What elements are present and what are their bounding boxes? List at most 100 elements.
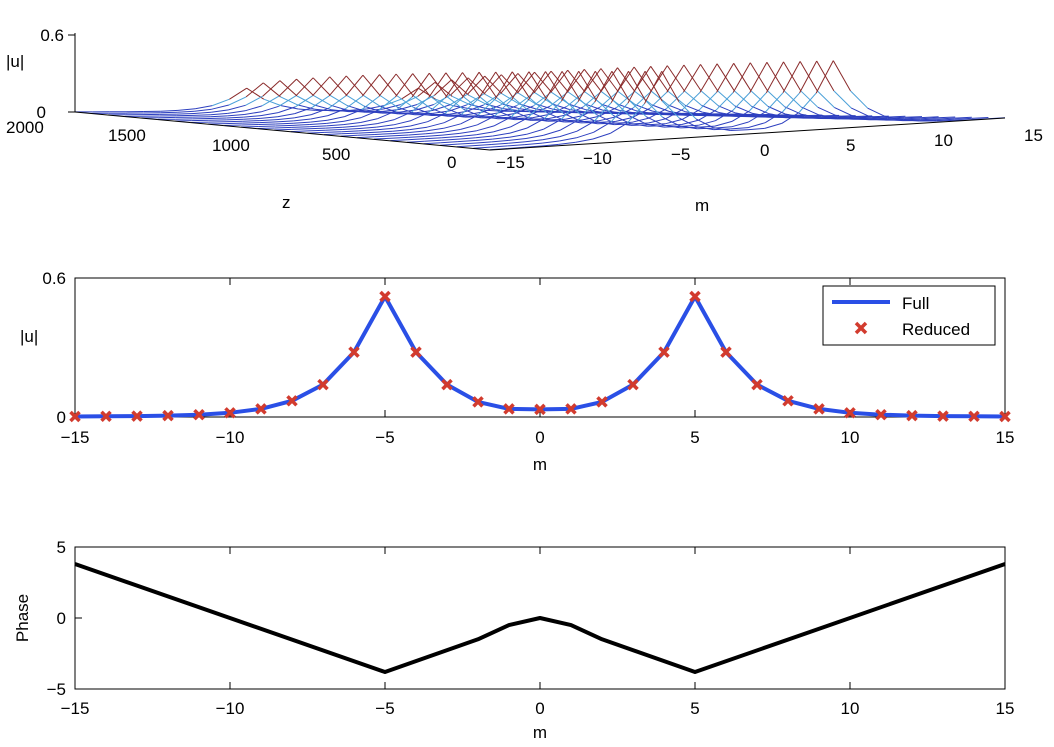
waterfall-segment <box>801 106 819 116</box>
waterfall-segment <box>279 80 298 97</box>
waterfall-segment <box>309 122 327 125</box>
waterfall-segment <box>517 73 536 94</box>
reduced-marker <box>410 346 422 358</box>
waterfall-segment <box>330 104 349 111</box>
reduced-marker <box>658 346 670 358</box>
waterfall-segment <box>409 130 427 133</box>
waterfall-segment <box>543 100 562 120</box>
waterfall-segment <box>732 62 751 93</box>
waterfall-segment <box>645 116 664 126</box>
waterfall-segment <box>619 109 637 114</box>
waterfall-segment <box>276 120 294 123</box>
waterfall-segment <box>460 114 479 125</box>
waterfall-segment <box>662 116 681 127</box>
waterfall-segment <box>569 109 587 113</box>
reduced-marker <box>689 290 701 303</box>
waterfall-segment <box>734 105 753 114</box>
waterfall-segment <box>344 109 362 118</box>
waterfall-segment <box>582 106 601 117</box>
waterfall-segment <box>475 138 493 141</box>
waterfall-segment <box>560 120 578 131</box>
waterfall-segment <box>513 117 532 121</box>
waterfall-segment <box>851 115 869 120</box>
waterfall-segment <box>559 137 577 142</box>
waterfall-segment <box>682 64 701 93</box>
x-tick-label: −10 <box>216 428 245 447</box>
waterfall-segment <box>177 110 195 113</box>
waterfall-segment <box>615 117 633 122</box>
waterfall-segment <box>664 118 683 125</box>
waterfall-segment <box>533 70 552 94</box>
x-tick-label: 5 <box>690 428 699 447</box>
waterfall-segment <box>665 108 684 120</box>
waterfall-segment <box>661 100 680 119</box>
waterfall-segment <box>616 66 635 93</box>
waterfall-segment <box>457 142 475 145</box>
waterfall-segment <box>802 116 820 119</box>
waterfall-segment <box>764 111 783 124</box>
waterfall-segment <box>424 139 442 142</box>
z-tick-label-low: 0 <box>37 103 46 122</box>
waterfall-segment <box>312 77 331 96</box>
waterfall-segment <box>416 104 434 111</box>
waterfall-segment <box>408 135 426 138</box>
reduced-marker <box>162 409 174 422</box>
m3d-tick-neg10: −10 <box>583 149 612 168</box>
waterfall-segment <box>243 115 262 118</box>
waterfall-segment <box>632 108 650 118</box>
waterfall-segment <box>406 140 425 143</box>
waterfall-segment <box>526 118 545 129</box>
waterfall-segment <box>716 63 735 93</box>
waterfall-segment <box>576 120 595 132</box>
waterfall-segment <box>854 116 872 118</box>
waterfall-segment <box>400 87 419 100</box>
waterfall-segment <box>374 135 392 138</box>
waterfall-segment <box>341 132 359 135</box>
magnitude-chart: −15 −10 −5 0 5 10 15 0.6 0 |u| m Full Reduced <box>20 269 1014 474</box>
waterfall-segment <box>245 82 264 98</box>
waterfall-segment <box>375 130 393 133</box>
waterfall-segment <box>681 119 699 125</box>
waterfall-segment <box>462 96 481 111</box>
waterfall-segment <box>440 143 458 146</box>
waterfall-segment <box>425 134 443 137</box>
waterfall-segment <box>441 138 459 141</box>
waterfall-segment <box>418 87 436 100</box>
reduced-marker <box>813 403 825 415</box>
waterfall-segment <box>297 104 315 110</box>
waterfall-segment <box>509 127 528 134</box>
waterfall-lines <box>75 60 1006 151</box>
reduced-marker <box>472 396 484 408</box>
depth-tick-500: 500 <box>322 145 350 164</box>
reduced-marker <box>317 378 329 391</box>
waterfall-segment <box>920 117 939 120</box>
waterfall-segment <box>666 64 685 93</box>
waterfall-segment <box>397 112 415 116</box>
waterfall-segment <box>582 91 601 108</box>
waterfall-segment <box>696 126 714 131</box>
waterfall-segment <box>411 72 430 98</box>
waterfall-segment <box>610 102 629 123</box>
m3d-tick-neg5: −5 <box>671 145 690 164</box>
x-tick-label: 15 <box>996 699 1015 718</box>
waterfall-segment <box>501 93 520 105</box>
waterfall-segment <box>210 112 228 116</box>
waterfall-segment <box>512 97 531 113</box>
waterfall-segment <box>581 115 600 121</box>
waterfall-segment <box>447 114 465 118</box>
waterfall-segment <box>524 145 542 148</box>
waterfall-segment <box>412 95 431 109</box>
m3d-tick-neg15: −15 <box>496 153 525 172</box>
waterfall-segment <box>613 122 631 126</box>
reduced-marker <box>999 410 1011 423</box>
x-tick-label: −5 <box>375 699 394 718</box>
waterfall-segment <box>525 139 543 143</box>
waterfall-segment <box>610 70 629 103</box>
waterfall-segment <box>730 127 749 130</box>
waterfall-segment <box>596 121 615 126</box>
waterfall-segment <box>408 133 426 136</box>
waterfall-segment <box>194 108 212 112</box>
waterfall-segment <box>225 120 243 123</box>
waterfall-segment <box>783 90 802 108</box>
waterfall-segment <box>390 139 408 142</box>
